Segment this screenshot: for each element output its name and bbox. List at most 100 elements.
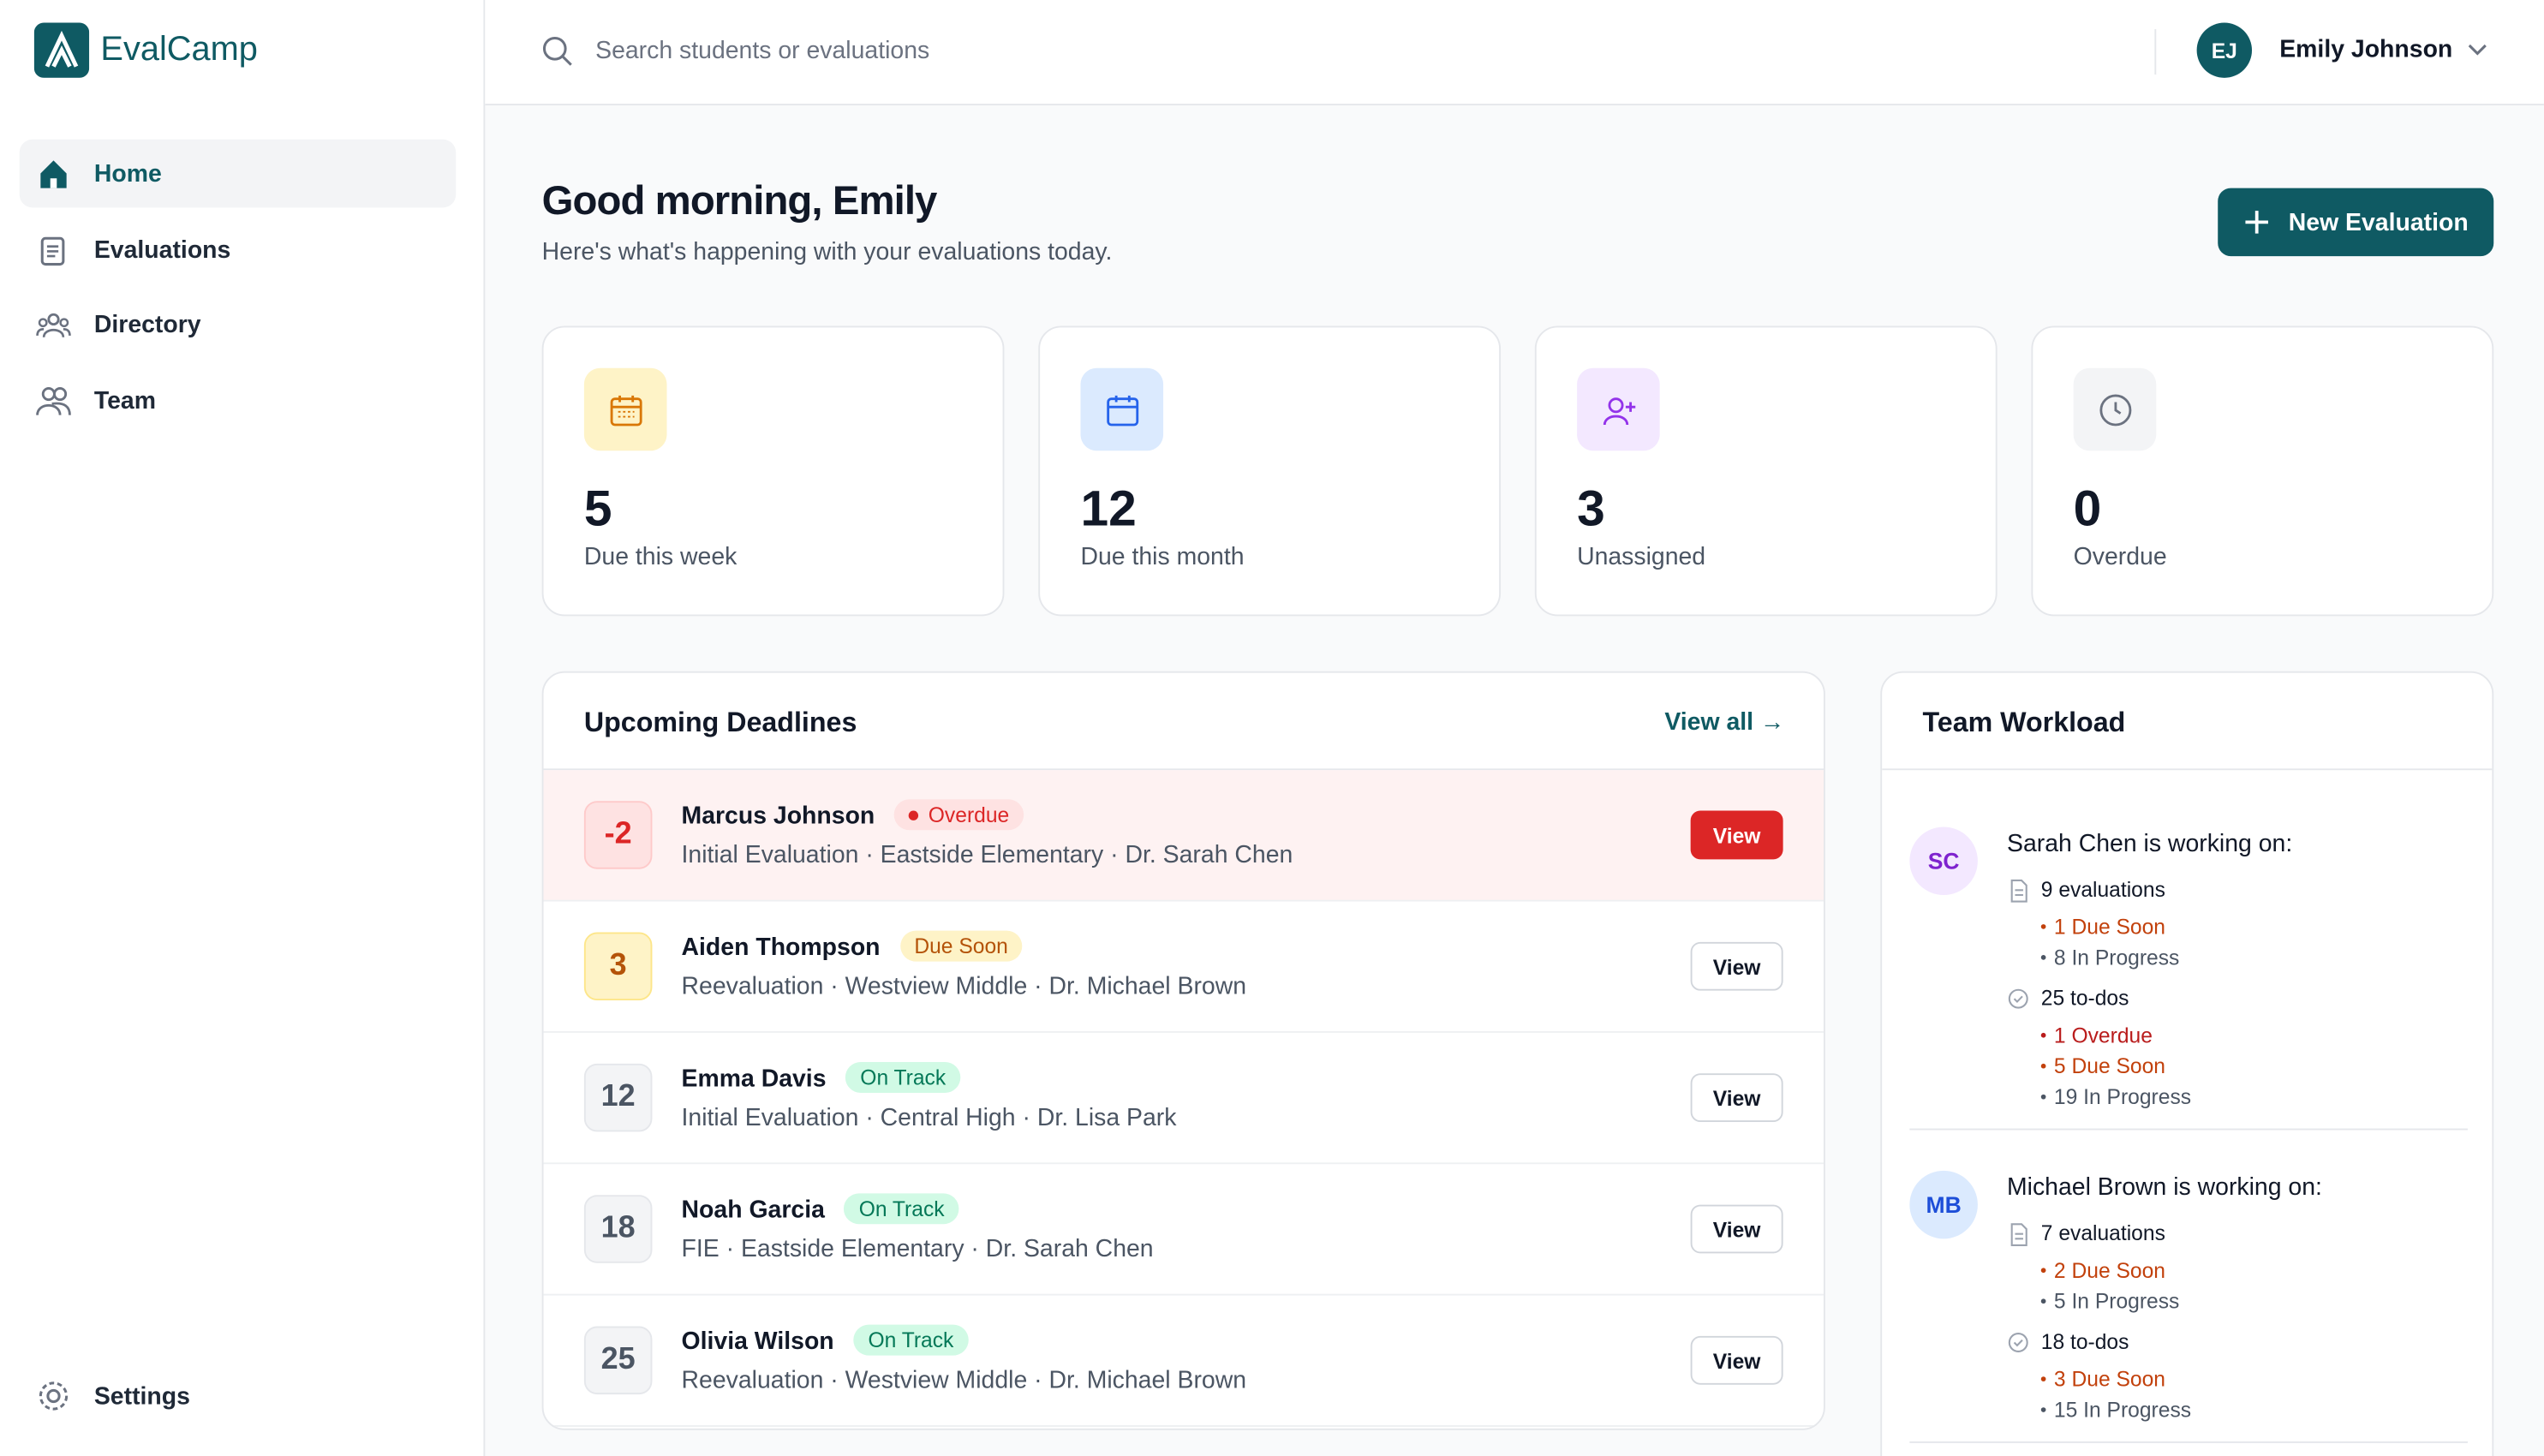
stat-icon xyxy=(1080,367,1164,451)
icon xyxy=(2099,393,2131,426)
stat-card: 0 Overdue xyxy=(2031,325,2494,617)
stat-icon xyxy=(1577,367,1660,451)
days-remaining: 3 xyxy=(583,932,653,1001)
settings-icon xyxy=(39,1381,69,1411)
status-text: On Track xyxy=(868,1328,954,1352)
deadline-row[interactable]: 25 Olivia Wilson On Track Reevaluation · We… xyxy=(543,1296,1824,1427)
view-button[interactable]: View xyxy=(1690,1073,1783,1123)
view-button[interactable]: View xyxy=(1690,941,1783,991)
workload-item: 5 In Progress xyxy=(2040,1289,2180,1314)
group-icon xyxy=(2008,988,2028,1009)
details: FIE · Eastside Elementary · Dr. Sarah Ch… xyxy=(681,1235,1154,1263)
divider xyxy=(543,768,1824,771)
days-remaining: 12 xyxy=(583,1063,653,1132)
nav-settings[interactable]: Settings xyxy=(20,1362,457,1430)
deadline-row[interactable]: 3 Aiden Thompson Due Soon Reevaluation · We… xyxy=(543,902,1824,1033)
button-label: New Evaluation xyxy=(2288,208,2469,236)
nav-label: Settings xyxy=(93,1381,190,1411)
nav-label: Team xyxy=(93,386,156,415)
member-heading: Sarah Chen is working on: xyxy=(2007,830,2293,858)
topbar: Search students or evaluations EJ Emily … xyxy=(485,0,2544,106)
stat-label: Due this month xyxy=(1080,543,1245,571)
search-input[interactable]: Search students or evaluations xyxy=(595,37,930,65)
search-icon xyxy=(542,36,572,66)
view-button[interactable]: View xyxy=(1690,810,1783,860)
student-name: Marcus Johnson xyxy=(681,803,875,831)
stat-card: 5 Due this week xyxy=(541,325,1005,617)
item-text: 1 Due Soon xyxy=(2053,914,2166,940)
bullet xyxy=(2040,924,2046,929)
member-avatar: SC xyxy=(1909,826,1978,895)
nav-label: Directory xyxy=(93,310,201,338)
item-text: 15 In Progress xyxy=(2053,1397,2192,1423)
user-name[interactable]: Emily Johnson xyxy=(2279,35,2453,63)
group-text: 25 to-dos xyxy=(2040,986,2129,1011)
icon xyxy=(609,394,642,426)
days-remaining: -2 xyxy=(583,801,653,869)
deadline-row[interactable]: 18 Noah Garcia On Track FIE · Eastside Elem… xyxy=(543,1164,1824,1296)
group-icon xyxy=(2008,1333,2028,1352)
chevron[interactable] xyxy=(2466,42,2489,58)
item-text: 2 Due Soon xyxy=(2053,1258,2166,1283)
stat-value: 3 xyxy=(1577,480,1605,537)
student-name: Emma Davis xyxy=(681,1065,827,1093)
bullet xyxy=(2040,1268,2046,1274)
stat-icon xyxy=(2073,367,2157,451)
status-text: On Track xyxy=(860,1065,947,1090)
status-text: Overdue xyxy=(928,803,1010,827)
stat-label: Due this week xyxy=(583,543,738,571)
status-badge: On Track xyxy=(845,1061,961,1093)
days-remaining: 18 xyxy=(583,1195,653,1263)
bullet xyxy=(2040,1376,2046,1381)
student-line: Marcus Johnson Overdue xyxy=(681,799,1024,831)
subtitle: Here's what's happening with your evalua… xyxy=(541,238,1113,266)
separator xyxy=(1909,1441,2468,1443)
stat-icon xyxy=(583,367,667,451)
greeting: Good morning, Emily xyxy=(541,178,938,224)
details: Initial Evaluation · Eastside Elementary… xyxy=(681,841,1293,869)
stat-card: 3 Unassigned xyxy=(1534,325,1998,617)
nav-item[interactable]: Team xyxy=(20,367,457,435)
student-line: Olivia Wilson On Track xyxy=(682,1324,969,1356)
bullet xyxy=(2040,1032,2046,1038)
workload-item: 2 Due Soon xyxy=(2040,1258,2166,1283)
bullet xyxy=(2040,955,2046,960)
student-line: Emma Davis On Track xyxy=(681,1061,961,1093)
view-all-link[interactable]: View all → xyxy=(1664,708,1785,737)
item-text: 5 In Progress xyxy=(2053,1289,2180,1314)
view-button[interactable]: View xyxy=(1690,1204,1783,1254)
details: Reevaluation · Westview Middle · Dr. Mic… xyxy=(681,1366,1247,1395)
bullet xyxy=(2040,1298,2046,1304)
workload-item: 19 In Progress xyxy=(2040,1084,2192,1109)
plus-icon xyxy=(2244,211,2268,234)
bullet xyxy=(2040,1407,2046,1412)
item-text: 19 In Progress xyxy=(2053,1084,2192,1109)
nav-item[interactable]: Directory xyxy=(20,290,457,359)
deadline-row[interactable]: 12 Emma Davis On Track Initial Evaluation ·… xyxy=(543,1033,1824,1165)
status-badge: Due Soon xyxy=(899,930,1023,962)
stat-value: 12 xyxy=(1080,480,1137,537)
status-badge: On Track xyxy=(844,1193,959,1225)
member-heading: Michael Brown is working on: xyxy=(2007,1173,2322,1202)
stat-label: Unassigned xyxy=(1577,543,1706,571)
sidebar: EvalCamp Home Evaluations Directory Team Se… xyxy=(0,0,486,1456)
bullet xyxy=(2040,1063,2046,1069)
icon xyxy=(1106,394,1138,426)
group-text: 18 to-dos xyxy=(2040,1329,2129,1354)
group-icon xyxy=(2010,1223,2027,1246)
new-evaluation-button[interactable]: New Evaluation xyxy=(2218,188,2494,257)
user-avatar[interactable]: EJ xyxy=(2196,22,2253,78)
details: Initial Evaluation · Central High · Dr. … xyxy=(681,1104,1177,1132)
deadline-row[interactable]: -2 Marcus Johnson Overdue Initial Evaluatio… xyxy=(543,770,1824,902)
details: Reevaluation · Westview Middle · Dr. Mic… xyxy=(681,972,1247,1001)
nav-item[interactable]: Home xyxy=(19,139,457,208)
workload-item: 5 Due Soon xyxy=(2040,1053,2166,1078)
view-button[interactable]: View xyxy=(1690,1335,1783,1385)
nav-item[interactable]: Evaluations xyxy=(20,216,457,284)
stat-label: Overdue xyxy=(2073,543,2167,571)
item-text: 5 Due Soon xyxy=(2053,1053,2166,1078)
app-name: EvalCamp xyxy=(100,30,258,69)
panel-title: Team Workload xyxy=(1922,707,2126,738)
